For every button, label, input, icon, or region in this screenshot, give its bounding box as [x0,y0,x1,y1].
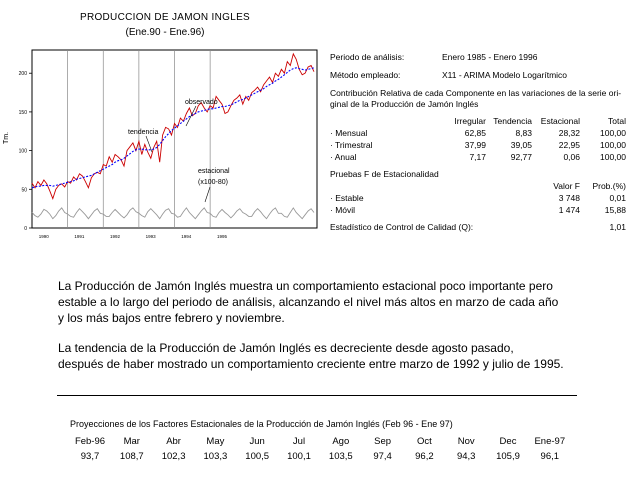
test-mobile-prob: 15,88 [604,205,626,215]
tests-header-prob: Prob.(%) [592,181,626,191]
projection-value: 100,5 [245,451,270,462]
row-monthly-label: · Mensual [330,128,368,138]
row-monthly-trend: 8,83 [515,128,532,138]
projection-month: Mar [123,436,140,447]
row-annual-label: · Anual [330,152,357,162]
tests-header-f: Valor F [553,181,580,191]
test-stable-label: · Estable [330,193,364,203]
projection-month: Nov [457,436,475,447]
row-quarterly-total: 100,00 [600,140,626,150]
tests-title: Pruebas F de Estacionalidad [330,169,439,179]
series-observado [31,52,315,200]
col-header-irregular: Irregular [454,116,486,126]
projection-value: 96,1 [540,451,560,462]
paragraph-2-line-1: La tendencia de la Producción de Jamón I… [58,341,514,355]
trend-annotation: tendencia [128,129,158,136]
row-annual-total: 100,00 [600,152,626,162]
projection-value: 108,7 [119,451,144,462]
chart: 0 50 100 150 200 1990 1991 1992 1993 1994 1995 Tm… [3,49,318,239]
x-tick-label: 1993 [146,234,157,239]
observed-annotation: observado [185,99,218,106]
method-value: X11 - ARIMA Modelo Logarítmico [442,70,568,80]
projection-month: Sep [374,436,392,447]
projection-month: Feb-96 [74,436,106,447]
row-annual-trend: 92,77 [510,152,532,162]
x-tick-label: 1992 [110,234,121,239]
projection-value: 100,1 [287,451,311,462]
quality-label: Estadístico de Control de Calidad (Q): [330,222,474,232]
period-value: Enero 1985 - Enero 1996 [442,52,538,62]
y-tick-label: 100 [19,149,28,155]
projection-value: 103,5 [328,451,353,462]
projection-value: 105,9 [496,451,520,462]
row-annual-irregular: 7,17 [469,152,486,162]
y-tick-label: 150 [19,110,28,116]
x-tick-label: 1990 [39,234,50,239]
projection-value: 93,7 [80,451,100,462]
projection-month: May [206,436,225,447]
test-mobile-label: · Móvil [330,205,356,215]
row-monthly-seasonal: 28,32 [558,128,580,138]
seasonal-scale-annotation: (x100-80) [198,179,228,186]
projection-value: 102,3 [161,451,186,462]
projection-month: Ene-97 [534,436,566,447]
chart-title: PRODUCCION DE JAMON INGLES [79,12,251,23]
observed-leader [185,105,197,127]
contrib-line2: ginal de la Producción de Jamón Inglés [330,99,479,109]
trend-leader [145,135,153,153]
test-mobile-f: 1 474 [558,205,580,215]
paragraph-2-line-2: después de haber mostrado un comportamie… [58,357,564,371]
paragraph-1-line-3: y los más bajos entre febrero y noviembr… [58,311,285,325]
series-tendencia [31,67,315,189]
period-label: Periodo de análisis: [330,52,405,62]
projection-value: 103,3 [203,451,228,462]
row-quarterly-trend: 39,05 [510,140,532,150]
projection-month: Ago [332,436,350,447]
row-monthly-total: 100,00 [600,128,626,138]
seasonal-annotation: estacional [198,168,230,175]
projection-month: Dec [499,436,517,447]
projection-value: 96,2 [415,451,434,462]
projection-value: 97,4 [373,451,392,462]
quality-value: 1,01 [609,222,626,232]
test-stable-f: 3 748 [558,193,580,203]
x-tick-label: 1994 [181,234,192,239]
row-annual-seasonal: 0,06 [563,152,580,162]
chart-subtitle: (Ene.90 - Ene.96) [125,27,205,38]
method-label: Método empleado: [330,70,401,80]
paragraph-1-line-2: estable a lo largo del periodo de anális… [58,295,559,309]
projection-month: Oct [417,436,432,447]
y-tick-label: 50 [21,187,27,193]
row-monthly-irregular: 62,85 [464,128,486,138]
projection-month: Abr [166,436,181,447]
projections-title: Proyecciones de los Factores Estacionale… [70,419,453,429]
row-quarterly-irregular: 37,99 [464,140,486,150]
x-tick-label: 1991 [74,234,85,239]
y-axis-label: Tm. [3,132,10,144]
projection-month: Jul [292,436,306,447]
divider [57,395,577,396]
x-tick-label: 1995 [217,234,228,239]
paragraph-1-line-1: La Producción de Jamón Inglés muestra un… [58,279,553,293]
projection-value: 94,3 [456,451,476,462]
series-estacional [31,207,315,220]
contrib-line1: Contribución Relativa de cada Componente… [330,88,622,98]
seasonal-leader [204,186,211,203]
test-stable-prob: 0,01 [609,193,626,203]
y-tick-label: 200 [19,71,28,77]
projection-month: Jun [249,436,265,447]
y-tick-label: 0 [24,226,27,232]
col-header-total: Total [608,116,626,126]
col-header-trend: Tendencia [493,116,532,126]
col-header-seasonal: Estacional [540,116,580,126]
row-quarterly-label: · Trimestral [330,140,373,150]
row-quarterly-seasonal: 22,95 [558,140,580,150]
